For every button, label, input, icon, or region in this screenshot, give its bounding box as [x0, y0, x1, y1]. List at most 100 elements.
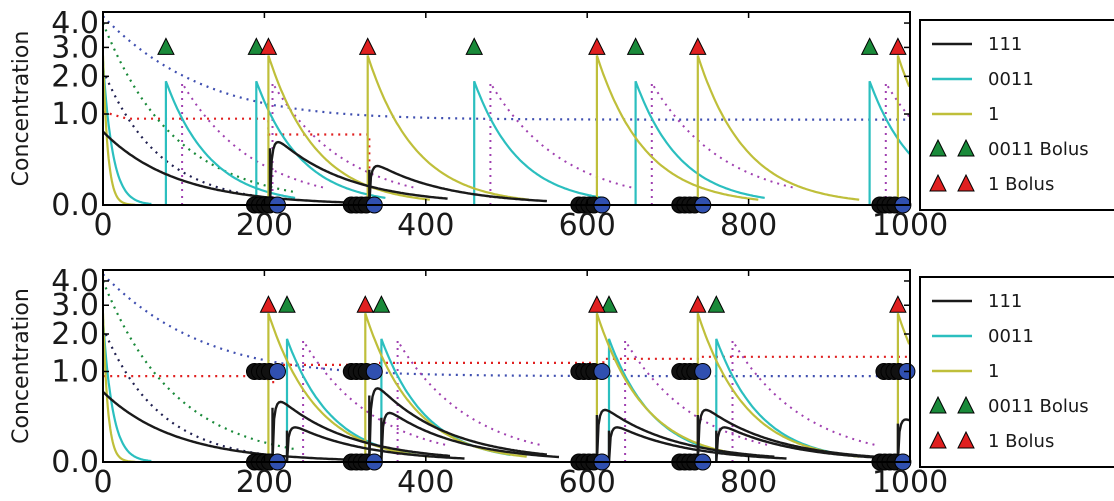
y-tick-label: 4.0 [51, 264, 99, 299]
series-dotted-red [103, 355, 910, 384]
series-1-initial [103, 313, 136, 462]
circle-marker-blue [365, 362, 383, 380]
legend-label: 1 [988, 104, 999, 125]
axes-frame [102, 11, 911, 206]
series-111-initial [103, 391, 346, 461]
series-111-pulse-0 [268, 140, 448, 205]
series-dotted-purple-2 [489, 79, 636, 205]
y-tick-label: 2.0 [51, 317, 99, 352]
plot-area [103, 273, 910, 462]
series-dotted-navy [103, 327, 263, 456]
bolus-1-marker [688, 295, 707, 313]
x-tick-label: 400 [397, 208, 454, 243]
y-tick-label: 2.0 [51, 59, 99, 94]
series-111-pulse-3 [380, 411, 560, 462]
legend-triangle [929, 138, 947, 157]
x-tick-label: 0 [93, 465, 112, 500]
y-tick-label: 1.0 [51, 97, 99, 132]
series-dotted-purple-0 [302, 337, 449, 462]
bolus-1-marker [259, 295, 278, 313]
series-0011-pulse-0 [285, 338, 417, 462]
series-0011-initial [103, 61, 152, 205]
axes-frame [102, 269, 911, 463]
y-tick-label: 3.0 [51, 288, 99, 323]
x-tick-label: 1000 [872, 208, 948, 243]
series-dotted-green [103, 22, 297, 194]
legend-label: 0011 Bolus [988, 139, 1089, 160]
series-dotted-purple-0 [181, 79, 328, 205]
series-1-initial [103, 55, 136, 205]
series-0011-pulse-4 [868, 80, 910, 205]
x-tick-label: 600 [559, 465, 616, 500]
series-111-pulse-4 [595, 408, 775, 462]
bolus-1-marker [588, 37, 606, 55]
legend-triangle [957, 395, 975, 414]
legend-label: 1 Bolus [988, 431, 1054, 452]
legend-triangle [929, 430, 947, 449]
series-111-initial [103, 130, 346, 204]
legend-label: 0011 [988, 69, 1034, 90]
bolus-0011-marker [707, 295, 726, 313]
y-axis-label: Concentration [9, 288, 34, 444]
series-111-pulse-5 [607, 426, 787, 462]
x-tick-label: 600 [559, 208, 616, 243]
bolus-1-marker [259, 37, 278, 55]
series-0011-initial [103, 318, 152, 462]
series-1-pulse-4 [896, 312, 910, 462]
series-0011-pulse-3 [634, 80, 765, 205]
series-1-pulse-1 [364, 312, 527, 462]
series-1-pulse-0 [267, 55, 430, 205]
series-dotted-blue [103, 15, 910, 121]
series-111-pulse-1 [285, 426, 465, 462]
bolus-0011-marker [465, 37, 484, 55]
bolus-0011-marker [247, 37, 266, 55]
bolus-0011-marker [278, 295, 296, 313]
series-111-pulse-1 [368, 164, 547, 205]
series-dotted-purple-1 [271, 79, 418, 205]
bolus-0011-marker [157, 37, 175, 55]
bolus-0011-marker [600, 295, 618, 313]
legend-label: 1 Bolus [988, 174, 1054, 195]
series-dotted-blue [103, 273, 910, 378]
series-111-pulse-2 [368, 387, 547, 462]
legend-label: 0011 [988, 326, 1034, 347]
x-tick-label: 400 [397, 465, 454, 500]
series-1-pulse-2 [595, 312, 759, 462]
bolus-1-marker [588, 295, 606, 313]
bolus-0011-marker [860, 37, 879, 55]
series-dotted-green [103, 280, 297, 451]
top-chart-panel: 0 200 400 600 800 1000 0.0 1.02.03.04.0 Concentr… [9, 6, 1114, 243]
legend-triangle [929, 173, 947, 192]
series-1-pulse-1 [366, 55, 530, 205]
series-dotted-red [103, 110, 371, 205]
bolus-1-marker [688, 37, 707, 55]
series-111-pulse-8 [896, 418, 910, 462]
series-1-pulse-3 [696, 312, 860, 462]
series-1-pulse-0 [267, 312, 430, 462]
series-111-pulse-7 [715, 426, 894, 462]
legend: 111 0011 1 0011 Bolus 1 Bolus [919, 19, 1114, 211]
circle-marker-blue [593, 362, 611, 380]
legend-triangle [957, 173, 975, 192]
circle-marker-blue [268, 362, 286, 380]
bolus-0011-marker [626, 37, 645, 55]
series-0011-pulse-2 [473, 80, 604, 205]
bolus-1-marker [358, 37, 377, 55]
x-tick-label: 1000 [872, 465, 948, 500]
circle-marker-blue [694, 362, 712, 380]
bolus-1-marker [889, 37, 907, 55]
legend-label: 111 [988, 34, 1022, 55]
y-tick-label: 3.0 [51, 30, 99, 65]
series-dotted-purple-3 [731, 337, 878, 462]
series-0011-pulse-2 [607, 338, 739, 462]
x-tick-label: 200 [236, 208, 293, 243]
bolus-1-marker [889, 295, 907, 313]
series-dotted-purple-1 [396, 337, 544, 462]
series-111-pulse-0 [271, 400, 451, 462]
bolus-1-marker [356, 295, 375, 313]
legend-triangle [929, 395, 947, 414]
legend-label: 111 [988, 291, 1022, 312]
x-tick-label: 800 [720, 465, 777, 500]
series-1-pulse-2 [595, 55, 759, 205]
